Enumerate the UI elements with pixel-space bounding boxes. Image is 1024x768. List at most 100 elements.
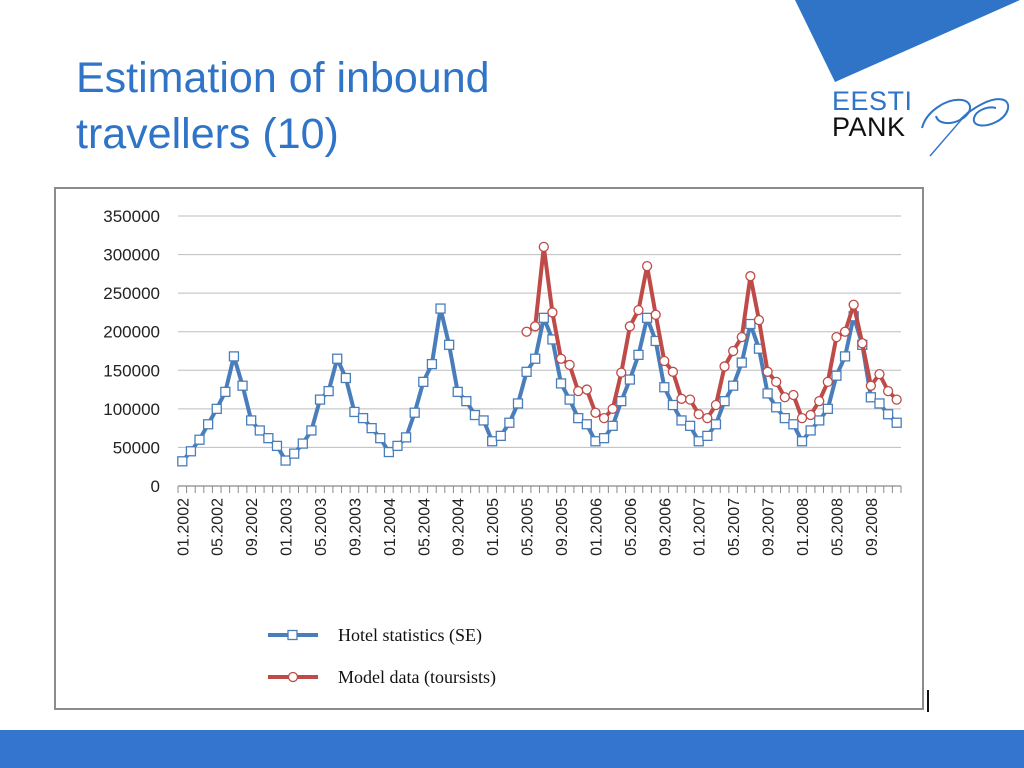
data-point: [659, 382, 670, 393]
data-point: [814, 395, 825, 407]
data-point: [762, 388, 773, 399]
y-tick-label: 200000: [103, 323, 160, 342]
y-axis-ticks: 0 50000 100000 150000 200000 250000 300000 3500…: [103, 207, 160, 496]
y-tick-label: 150000: [103, 361, 160, 380]
data-point: [839, 326, 851, 337]
data-point: [641, 260, 653, 272]
x-tick-label: 05.2002: [210, 498, 227, 556]
y-tick-label: 0: [151, 477, 160, 496]
data-point: [237, 380, 248, 391]
data-point: [383, 446, 395, 458]
data-point: [530, 321, 541, 332]
data-point: [228, 351, 240, 362]
data-point: [220, 386, 231, 398]
x-tick-label: 01.2003: [279, 498, 296, 556]
data-point: [521, 326, 532, 337]
x-tick-label: 09.2003: [347, 498, 364, 556]
data-point: [848, 299, 859, 310]
x-tick-label: 09.2007: [761, 498, 778, 556]
x-tick-label: 05.2004: [416, 498, 433, 556]
x-tick-label: 01.2006: [588, 498, 605, 556]
data-point: [254, 425, 265, 436]
data-point: [461, 395, 472, 407]
legend-item: Hotel statistics (SE): [268, 625, 482, 646]
data-point: [805, 425, 816, 436]
chart-frame: 0 50000 100000 150000 200000 250000 300000 3500…: [54, 187, 924, 710]
y-tick-label: 50000: [113, 438, 160, 457]
x-tick-label: 05.2007: [726, 498, 743, 556]
data-point: [659, 355, 670, 367]
data-point: [530, 353, 541, 364]
y-tick-label: 250000: [103, 284, 160, 303]
data-point: [693, 436, 704, 447]
data-point: [676, 393, 687, 404]
legend-marker: [287, 629, 298, 641]
data-point: [332, 353, 343, 364]
data-point: [745, 318, 756, 330]
x-tick-label: 01.2002: [175, 498, 192, 556]
logo-90-emblem: [921, 98, 1010, 157]
data-point: [771, 402, 782, 413]
data-point: [426, 358, 438, 370]
data-point: [831, 331, 842, 343]
data-point: [564, 359, 575, 371]
data-point: [512, 398, 524, 409]
data-point: [435, 303, 446, 314]
data-point: [289, 448, 300, 459]
data-point: [538, 312, 549, 323]
data-point: [702, 430, 713, 442]
data-point: [779, 412, 790, 424]
x-tick-label: 01.2008: [795, 498, 812, 556]
data-point: [624, 321, 636, 332]
y-tick-label: 350000: [103, 207, 160, 226]
data-point: [650, 309, 661, 320]
legend-label: Model data (toursists): [338, 667, 496, 688]
data-point: [495, 430, 506, 442]
legend-marker: [287, 671, 299, 683]
data-point: [762, 366, 773, 377]
data-point: [452, 386, 463, 398]
x-tick-label: 01.2007: [692, 498, 709, 556]
data-point: [598, 412, 610, 424]
logo-text-bottom: PANK: [832, 112, 906, 142]
data-point: [667, 399, 679, 411]
x-tick-label: 01.2004: [382, 498, 399, 556]
text-cursor-mark: [927, 690, 929, 712]
data-point: [857, 338, 868, 349]
data-point: [590, 407, 601, 418]
data-point: [874, 368, 885, 380]
x-tick-label: 05.2006: [623, 498, 640, 556]
data-point: [418, 376, 429, 388]
data-point: [555, 378, 567, 389]
data-point: [306, 425, 317, 436]
data-point: [185, 446, 197, 457]
x-axis-ticks: 01.2002 05.2002 09.2002 01.2003 05.2003 09.20…: [175, 498, 881, 556]
slide-title-line-2: travellers (10): [76, 110, 339, 158]
data-point: [400, 432, 412, 443]
legend-label: Hotel statistics (SE): [338, 625, 482, 646]
data-point: [814, 415, 825, 426]
data-point: [745, 271, 756, 282]
slide-title: Estimation of inbound travellers (10): [76, 50, 636, 162]
data-point: [478, 415, 489, 426]
data-point: [392, 440, 403, 452]
data-point: [796, 436, 808, 447]
data-point: [684, 394, 696, 405]
data-point: [487, 436, 498, 447]
data-point: [366, 422, 377, 434]
data-point: [409, 407, 420, 418]
data-point: [263, 433, 274, 444]
data-point: [667, 366, 679, 377]
data-point: [719, 361, 730, 372]
x-tick-label: 09.2006: [657, 498, 674, 556]
data-point: [702, 412, 713, 424]
data-point: [728, 345, 739, 357]
data-point: [882, 409, 894, 420]
data-point: [616, 367, 627, 378]
x-tick-label: 05.2005: [520, 498, 537, 556]
data-point: [581, 419, 592, 430]
data-point: [573, 385, 584, 397]
data-point: [616, 395, 627, 407]
data-point: [805, 409, 816, 421]
data-point: [349, 406, 360, 418]
